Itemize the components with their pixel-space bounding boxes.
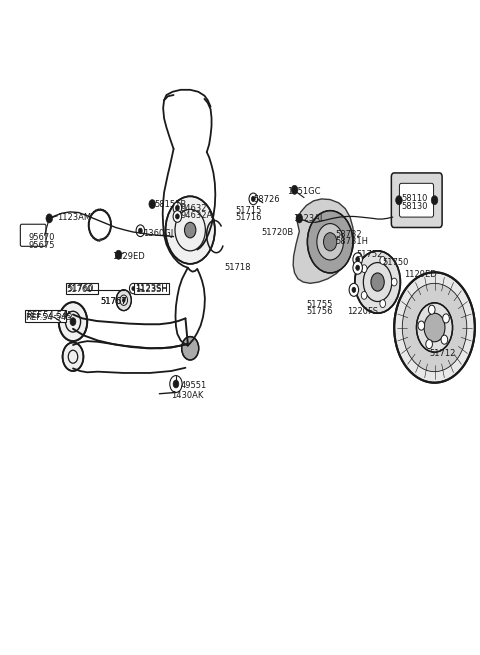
Text: 1220FS: 1220FS: [347, 307, 378, 316]
Text: 51750: 51750: [383, 258, 408, 267]
Text: 1360GJ: 1360GJ: [143, 229, 173, 238]
Circle shape: [46, 214, 53, 223]
Circle shape: [136, 225, 144, 236]
Text: 1129ED: 1129ED: [112, 252, 144, 261]
Circle shape: [424, 313, 445, 342]
Text: 58151B: 58151B: [155, 200, 187, 208]
Text: 94632A: 94632A: [180, 212, 213, 220]
Circle shape: [132, 287, 135, 290]
Circle shape: [138, 228, 142, 233]
Circle shape: [349, 284, 359, 296]
Text: 58732: 58732: [335, 230, 361, 239]
FancyBboxPatch shape: [20, 224, 46, 246]
Text: 1430AK: 1430AK: [171, 390, 204, 400]
Text: 51756: 51756: [306, 307, 333, 316]
Circle shape: [170, 375, 182, 392]
Circle shape: [356, 265, 360, 271]
Text: 51752: 51752: [356, 250, 383, 259]
Circle shape: [307, 211, 353, 273]
Circle shape: [418, 321, 425, 330]
Text: REF.54-545: REF.54-545: [25, 312, 72, 322]
Circle shape: [431, 196, 438, 205]
Circle shape: [252, 196, 255, 202]
Circle shape: [371, 273, 384, 291]
Text: 51718: 51718: [225, 263, 252, 272]
FancyBboxPatch shape: [25, 310, 66, 322]
Circle shape: [149, 200, 156, 209]
Circle shape: [317, 223, 343, 260]
Circle shape: [361, 265, 367, 272]
Circle shape: [176, 214, 179, 219]
Circle shape: [291, 185, 298, 195]
Text: 58130: 58130: [401, 202, 428, 210]
Circle shape: [380, 257, 385, 265]
Text: 95670: 95670: [29, 233, 55, 242]
Text: 49551: 49551: [180, 381, 207, 390]
Circle shape: [166, 196, 215, 264]
Text: 1123SH: 1123SH: [135, 284, 168, 293]
Circle shape: [249, 193, 258, 205]
Circle shape: [184, 222, 196, 238]
Circle shape: [352, 288, 356, 292]
Text: REF.54-545: REF.54-545: [26, 311, 72, 320]
FancyBboxPatch shape: [66, 283, 98, 294]
Circle shape: [402, 284, 467, 371]
Circle shape: [353, 253, 362, 266]
FancyBboxPatch shape: [134, 283, 169, 294]
Circle shape: [173, 211, 181, 222]
Circle shape: [116, 290, 132, 310]
Text: 51767: 51767: [100, 297, 127, 306]
Circle shape: [380, 300, 385, 308]
Circle shape: [426, 339, 432, 348]
Text: 58110: 58110: [401, 195, 428, 204]
Circle shape: [173, 380, 179, 388]
Circle shape: [181, 337, 199, 360]
Circle shape: [122, 298, 125, 302]
Text: 51760: 51760: [67, 284, 94, 293]
Text: 1123AM: 1123AM: [57, 213, 92, 221]
Circle shape: [296, 214, 302, 223]
Polygon shape: [293, 199, 354, 284]
Text: 51712: 51712: [430, 349, 456, 358]
Circle shape: [391, 278, 397, 286]
Text: 1123SH: 1123SH: [135, 286, 168, 294]
Circle shape: [62, 343, 84, 371]
Text: 58726: 58726: [253, 195, 280, 204]
Circle shape: [176, 206, 179, 211]
Circle shape: [130, 284, 137, 293]
Text: 94632: 94632: [180, 204, 207, 213]
Circle shape: [417, 303, 453, 352]
Text: 58731H: 58731H: [335, 237, 368, 246]
Text: 51755: 51755: [306, 300, 333, 309]
Circle shape: [355, 251, 400, 313]
Circle shape: [353, 261, 362, 274]
Circle shape: [70, 318, 76, 326]
Text: 1129ED: 1129ED: [404, 271, 436, 280]
Circle shape: [443, 314, 449, 323]
Circle shape: [356, 257, 360, 262]
Text: 51767: 51767: [100, 297, 127, 306]
Circle shape: [396, 196, 402, 205]
Text: 51716: 51716: [235, 214, 262, 222]
Text: 51760: 51760: [67, 286, 93, 294]
Text: 1751GC: 1751GC: [288, 187, 321, 196]
Circle shape: [441, 335, 448, 345]
Text: 51715: 51715: [235, 206, 262, 215]
Circle shape: [429, 305, 435, 314]
Circle shape: [59, 302, 87, 341]
Text: 1123AL: 1123AL: [293, 214, 324, 223]
Circle shape: [115, 250, 122, 259]
Circle shape: [394, 272, 475, 383]
FancyBboxPatch shape: [391, 173, 442, 227]
Circle shape: [361, 291, 367, 299]
FancyBboxPatch shape: [399, 183, 433, 217]
Circle shape: [324, 233, 337, 251]
Circle shape: [173, 202, 181, 214]
Text: 95675: 95675: [29, 240, 55, 250]
Text: 51720B: 51720B: [261, 228, 294, 237]
